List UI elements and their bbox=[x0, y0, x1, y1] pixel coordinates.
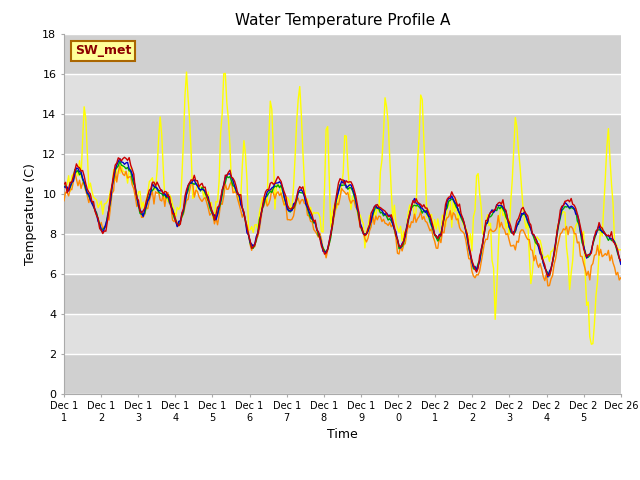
Y-axis label: Temperature (C): Temperature (C) bbox=[24, 163, 36, 264]
Bar bbox=[64, 193, 621, 234]
Legend: 0cm, +5cm, +10cm, +30cm, +50cm: 0cm, +5cm, +10cm, +30cm, +50cm bbox=[103, 479, 582, 480]
Bar bbox=[64, 154, 621, 193]
Title: Water Temperature Profile A: Water Temperature Profile A bbox=[235, 13, 450, 28]
Bar bbox=[64, 234, 621, 274]
Bar bbox=[64, 313, 621, 354]
Bar bbox=[64, 34, 621, 73]
Bar bbox=[64, 114, 621, 154]
Bar bbox=[64, 274, 621, 313]
Bar bbox=[64, 73, 621, 114]
Text: SW_met: SW_met bbox=[75, 44, 131, 58]
X-axis label: Time: Time bbox=[327, 428, 358, 442]
Bar bbox=[64, 354, 621, 394]
